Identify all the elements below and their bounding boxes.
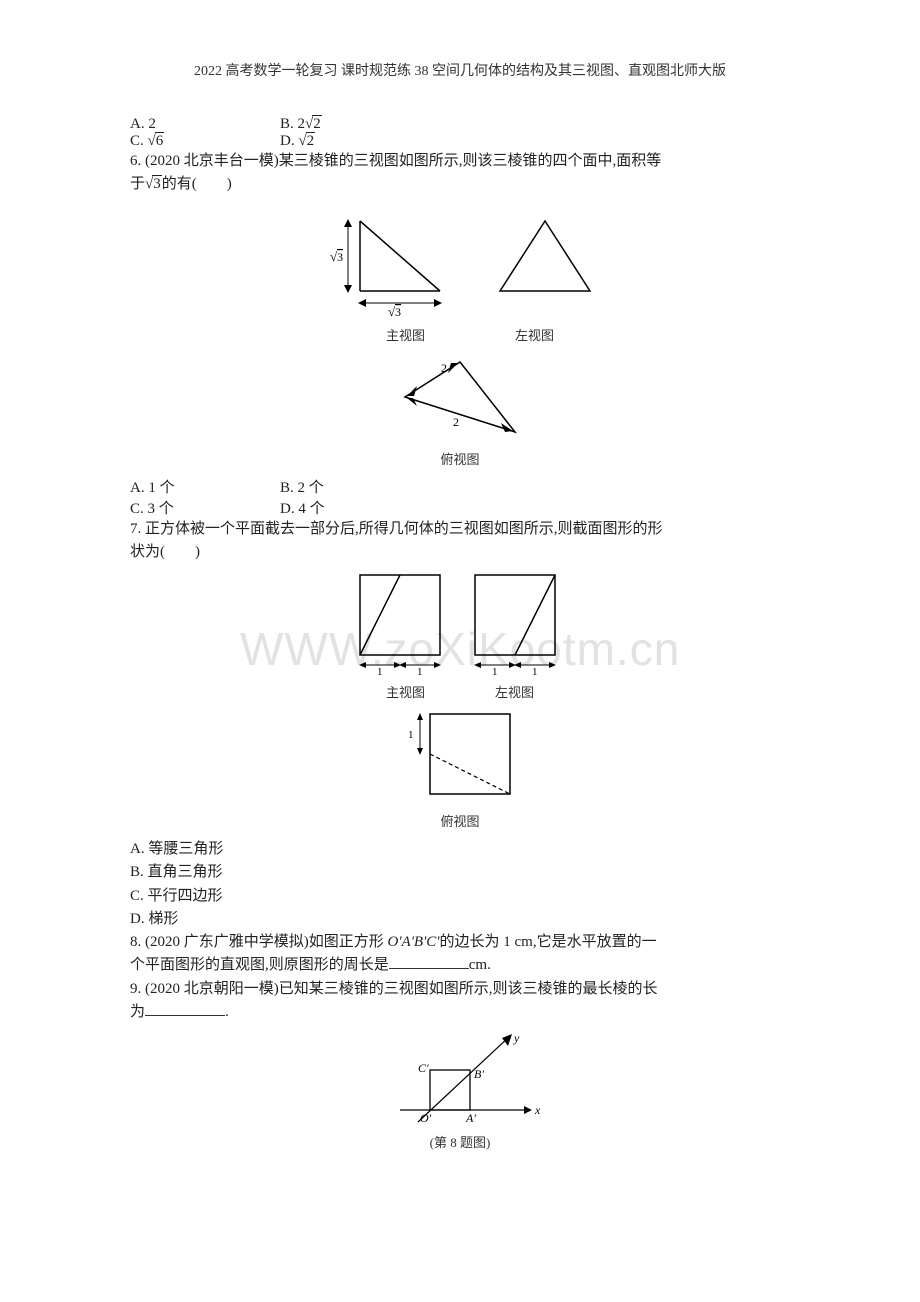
svg-text:1: 1: [492, 666, 498, 678]
q6-figure-row2: 2 2 俯视图: [130, 352, 790, 468]
q5-choice-a: A. 2: [130, 116, 280, 133]
q6-main-label: 主视图: [386, 325, 425, 344]
svg-text:O': O': [420, 1111, 432, 1125]
q7-line2: 状为( ): [130, 541, 790, 564]
q5-choice-d: D. √2: [280, 133, 315, 150]
q7-figure-row1: 1 1 1 1: [130, 570, 790, 701]
q6-choice-c: C. 3 个: [130, 497, 280, 518]
q6-line1: 6. (2020 北京丰台一模)某三棱锥的三视图如图所示,则该三棱锥的四个面中,…: [130, 150, 790, 173]
q9-line1: 9. (2020 北京朝阳一模)已知某三棱锥的三视图如图所示,则该三棱锥的最长棱…: [130, 978, 790, 1001]
q6-left-label: 左视图: [515, 325, 554, 344]
q6-choice-b: B. 2 个: [280, 476, 324, 497]
q7-choice-d: D. 梯形: [130, 908, 790, 931]
svg-text:A': A': [465, 1111, 476, 1125]
svg-text:1: 1: [417, 666, 423, 678]
q6-top-label: 俯视图: [130, 449, 790, 468]
q5-choice-row-1: A. 2 B. 2√2: [130, 116, 790, 133]
q7-choice-b: B. 直角三角形: [130, 861, 790, 884]
q7-line1: 7. 正方体被一个平面截去一部分后,所得几何体的三视图如图所示,则截面图形的形: [130, 518, 790, 541]
q8-line1: 8. (2020 广东广雅中学模拟)如图正方形 O'A'B'C'的边长为 1 c…: [130, 931, 790, 954]
svg-text:3: 3: [395, 305, 401, 319]
page-header: 2022 高考数学一轮复习 课时规范练 38 空间几何体的结构及其三视图、直观图…: [130, 60, 790, 80]
q7-figure-row2: 1 俯视图: [130, 709, 790, 830]
svg-text:y: y: [513, 1031, 520, 1045]
q7-top-label: 俯视图: [130, 811, 790, 830]
svg-text:B': B': [474, 1067, 484, 1081]
svg-text:3: 3: [337, 250, 343, 264]
q6-choice-row-2: C. 3 个 D. 4 个: [130, 497, 790, 518]
q7-choice-c: C. 平行四边形: [130, 885, 790, 908]
svg-text:C': C': [418, 1061, 429, 1075]
q5-choice-row-2: C. √6 D. √2: [130, 133, 790, 150]
q6-figure-row1: √ 3 √ 3 主视图 左视图: [130, 203, 790, 344]
q8-figure: x y C' B' O' A' (第 8 题图): [130, 1030, 790, 1151]
q8-fig-caption: (第 8 题图): [130, 1132, 790, 1151]
q5-choice-b: B. 2√2: [280, 116, 322, 133]
q6-choice-d: D. 4 个: [280, 497, 325, 518]
q7-left-label: 左视图: [495, 682, 534, 701]
svg-text:1: 1: [532, 666, 538, 678]
svg-text:2: 2: [441, 361, 447, 375]
q7-main-label: 主视图: [386, 682, 425, 701]
q5-choice-c: C. √6: [130, 133, 280, 150]
q8-line2: 个平面图形的直观图,则原图形的周长是cm.: [130, 954, 790, 977]
svg-text:x: x: [534, 1103, 541, 1117]
q6-line2: 于√3的有( ): [130, 173, 790, 196]
svg-text:1: 1: [377, 666, 383, 678]
q7-choice-a: A. 等腰三角形: [130, 838, 790, 861]
q6-choice-a: A. 1 个: [130, 476, 280, 497]
q6-choice-row-1: A. 1 个 B. 2 个: [130, 476, 790, 497]
svg-text:2: 2: [453, 415, 459, 429]
svg-text:1: 1: [408, 729, 414, 741]
q9-line2: 为.: [130, 1001, 790, 1024]
